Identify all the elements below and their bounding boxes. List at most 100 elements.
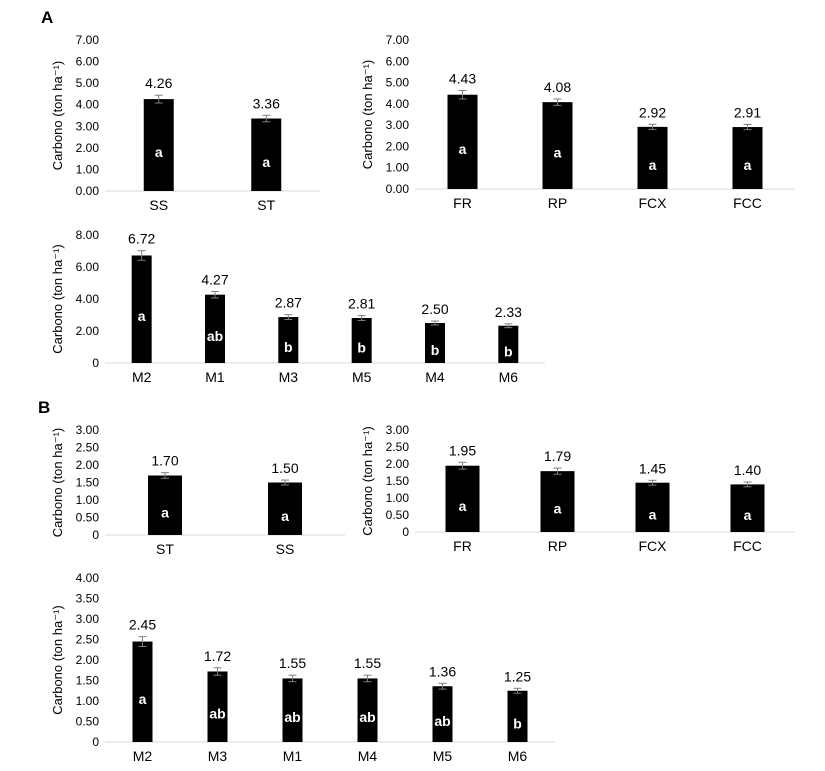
bar-rp xyxy=(542,102,573,189)
y-tick-label: 3.00 xyxy=(76,119,100,133)
x-tick-label: RP xyxy=(548,195,567,211)
significance-letter: a xyxy=(262,154,270,170)
data-label: 3.36 xyxy=(253,95,280,111)
y-axis-label: Carbono (ton ha⁻¹) xyxy=(50,244,65,353)
y-tick-label: 2.50 xyxy=(76,633,100,647)
chart-2: 0.00 1.00 2.00 3.00 4.00 5.00 6.00 7.00 Carbono … xyxy=(360,33,795,211)
y-tick-label: 1.50 xyxy=(76,674,100,688)
bar-ss xyxy=(268,482,302,535)
bar-m5 xyxy=(351,318,372,363)
y-axis-label: Carbono (ton ha⁻¹) xyxy=(360,60,375,169)
x-tick-label: FCX xyxy=(639,538,668,554)
data-label: 2.81 xyxy=(348,296,375,312)
bar-st xyxy=(148,475,182,535)
y-tick-label: 1.00 xyxy=(76,162,100,176)
bar-m6 xyxy=(507,690,528,742)
significance-letter: a xyxy=(281,508,289,524)
significance-letter: a xyxy=(161,504,169,520)
y-tick-label: 7.00 xyxy=(76,33,100,47)
x-tick-label: RP xyxy=(548,538,567,554)
x-tick-label: SS xyxy=(149,197,168,213)
significance-letter: b xyxy=(513,715,522,731)
y-tick-label: 3.00 xyxy=(386,423,410,437)
x-tick-label: M1 xyxy=(283,748,303,764)
y-tick-label: 4.00 xyxy=(76,571,100,585)
y-tick-label: 0 xyxy=(92,356,99,370)
x-tick-label: M2 xyxy=(133,748,153,764)
data-label: 4.26 xyxy=(145,75,172,91)
y-tick-label: 2.00 xyxy=(76,458,100,472)
y-axis-label: Carbono (ton ha⁻¹) xyxy=(50,428,65,537)
data-label: 1.45 xyxy=(639,460,666,476)
x-tick-label: M4 xyxy=(425,369,445,385)
bar-fcx xyxy=(637,126,668,189)
data-label: 1.70 xyxy=(151,453,178,469)
chart-1: 0.00 1.00 2.00 3.00 4.00 5.00 6.00 7.00 Carbono … xyxy=(50,33,320,213)
x-tick-label: M5 xyxy=(352,369,372,385)
bar-m1 xyxy=(205,294,225,363)
y-tick-label: 4.00 xyxy=(76,292,100,306)
y-tick-label: 4.00 xyxy=(76,98,100,112)
bar-fcc xyxy=(732,127,763,189)
y-tick-label: 2.50 xyxy=(386,440,410,454)
y-tick-label: 1.00 xyxy=(386,491,410,505)
data-label: 4.27 xyxy=(201,271,228,287)
x-tick-label: FR xyxy=(453,538,472,554)
bar-m2 xyxy=(132,641,153,742)
significance-letter: ab xyxy=(207,328,223,344)
x-tick-label: FR xyxy=(453,195,472,211)
data-label: 1.72 xyxy=(204,648,231,664)
significance-letter: a xyxy=(744,507,752,523)
y-tick-label: 8.00 xyxy=(76,228,100,242)
significance-letter: a xyxy=(138,308,146,324)
data-label: 1.55 xyxy=(279,655,306,671)
x-tick-label: FCC xyxy=(733,195,762,211)
bar-fr xyxy=(445,465,480,532)
significance-letter: ab xyxy=(359,709,375,725)
y-tick-label: 0 xyxy=(92,528,99,542)
x-tick-label: M3 xyxy=(208,748,228,764)
y-axis-label: Carbono (ton ha⁻¹) xyxy=(360,426,375,535)
panel-label-b: B xyxy=(38,398,50,417)
data-label: 1.36 xyxy=(429,663,456,679)
x-tick-label: M6 xyxy=(508,748,528,764)
data-label: 1.50 xyxy=(271,460,298,476)
y-tick-label: 2.00 xyxy=(386,139,410,153)
x-tick-label: M4 xyxy=(358,748,378,764)
y-tick-label: 0.50 xyxy=(386,508,410,522)
significance-letter: a xyxy=(459,498,467,514)
data-label: 4.43 xyxy=(449,70,476,86)
x-tick-label: FCC xyxy=(733,538,762,554)
y-tick-label: 1.50 xyxy=(386,474,410,488)
y-tick-label: 2.00 xyxy=(76,324,100,338)
y-tick-label: 3.50 xyxy=(76,592,100,606)
data-label: 1.40 xyxy=(734,462,761,478)
data-label: 6.72 xyxy=(128,231,155,247)
data-label: 1.55 xyxy=(354,655,381,671)
bar-rp xyxy=(540,471,575,532)
y-tick-label: 4.00 xyxy=(386,97,410,111)
significance-letter: b xyxy=(504,343,513,359)
significance-letter: ab xyxy=(284,709,300,725)
y-tick-label: 0.50 xyxy=(76,715,100,729)
y-tick-label: 2.00 xyxy=(76,653,100,667)
significance-letter: a xyxy=(459,141,467,157)
y-tick-label: 5.00 xyxy=(386,76,410,90)
y-tick-label: 7.00 xyxy=(386,33,410,47)
y-tick-label: 6.00 xyxy=(76,260,100,274)
significance-letter: a xyxy=(744,157,752,173)
data-label: 1.79 xyxy=(544,448,571,464)
y-tick-label: 1.50 xyxy=(76,476,100,490)
chart-3: 0 2.00 4.00 6.00 8.00 Carbono (ton ha⁻¹) 6.72 a… xyxy=(50,228,545,385)
significance-letter: a xyxy=(554,501,562,517)
data-label: 2.33 xyxy=(495,304,522,320)
x-tick-label: M3 xyxy=(279,369,299,385)
x-tick-label: M2 xyxy=(132,369,152,385)
y-tick-label: 0.00 xyxy=(386,182,410,196)
y-tick-label: 0.50 xyxy=(76,511,100,525)
data-label: 4.08 xyxy=(544,79,571,95)
panel-label-a: A xyxy=(41,8,53,27)
y-axis-label: Carbono (ton ha⁻¹) xyxy=(50,61,65,170)
y-tick-label: 6.00 xyxy=(386,54,410,68)
y-tick-label: 2.00 xyxy=(386,457,410,471)
